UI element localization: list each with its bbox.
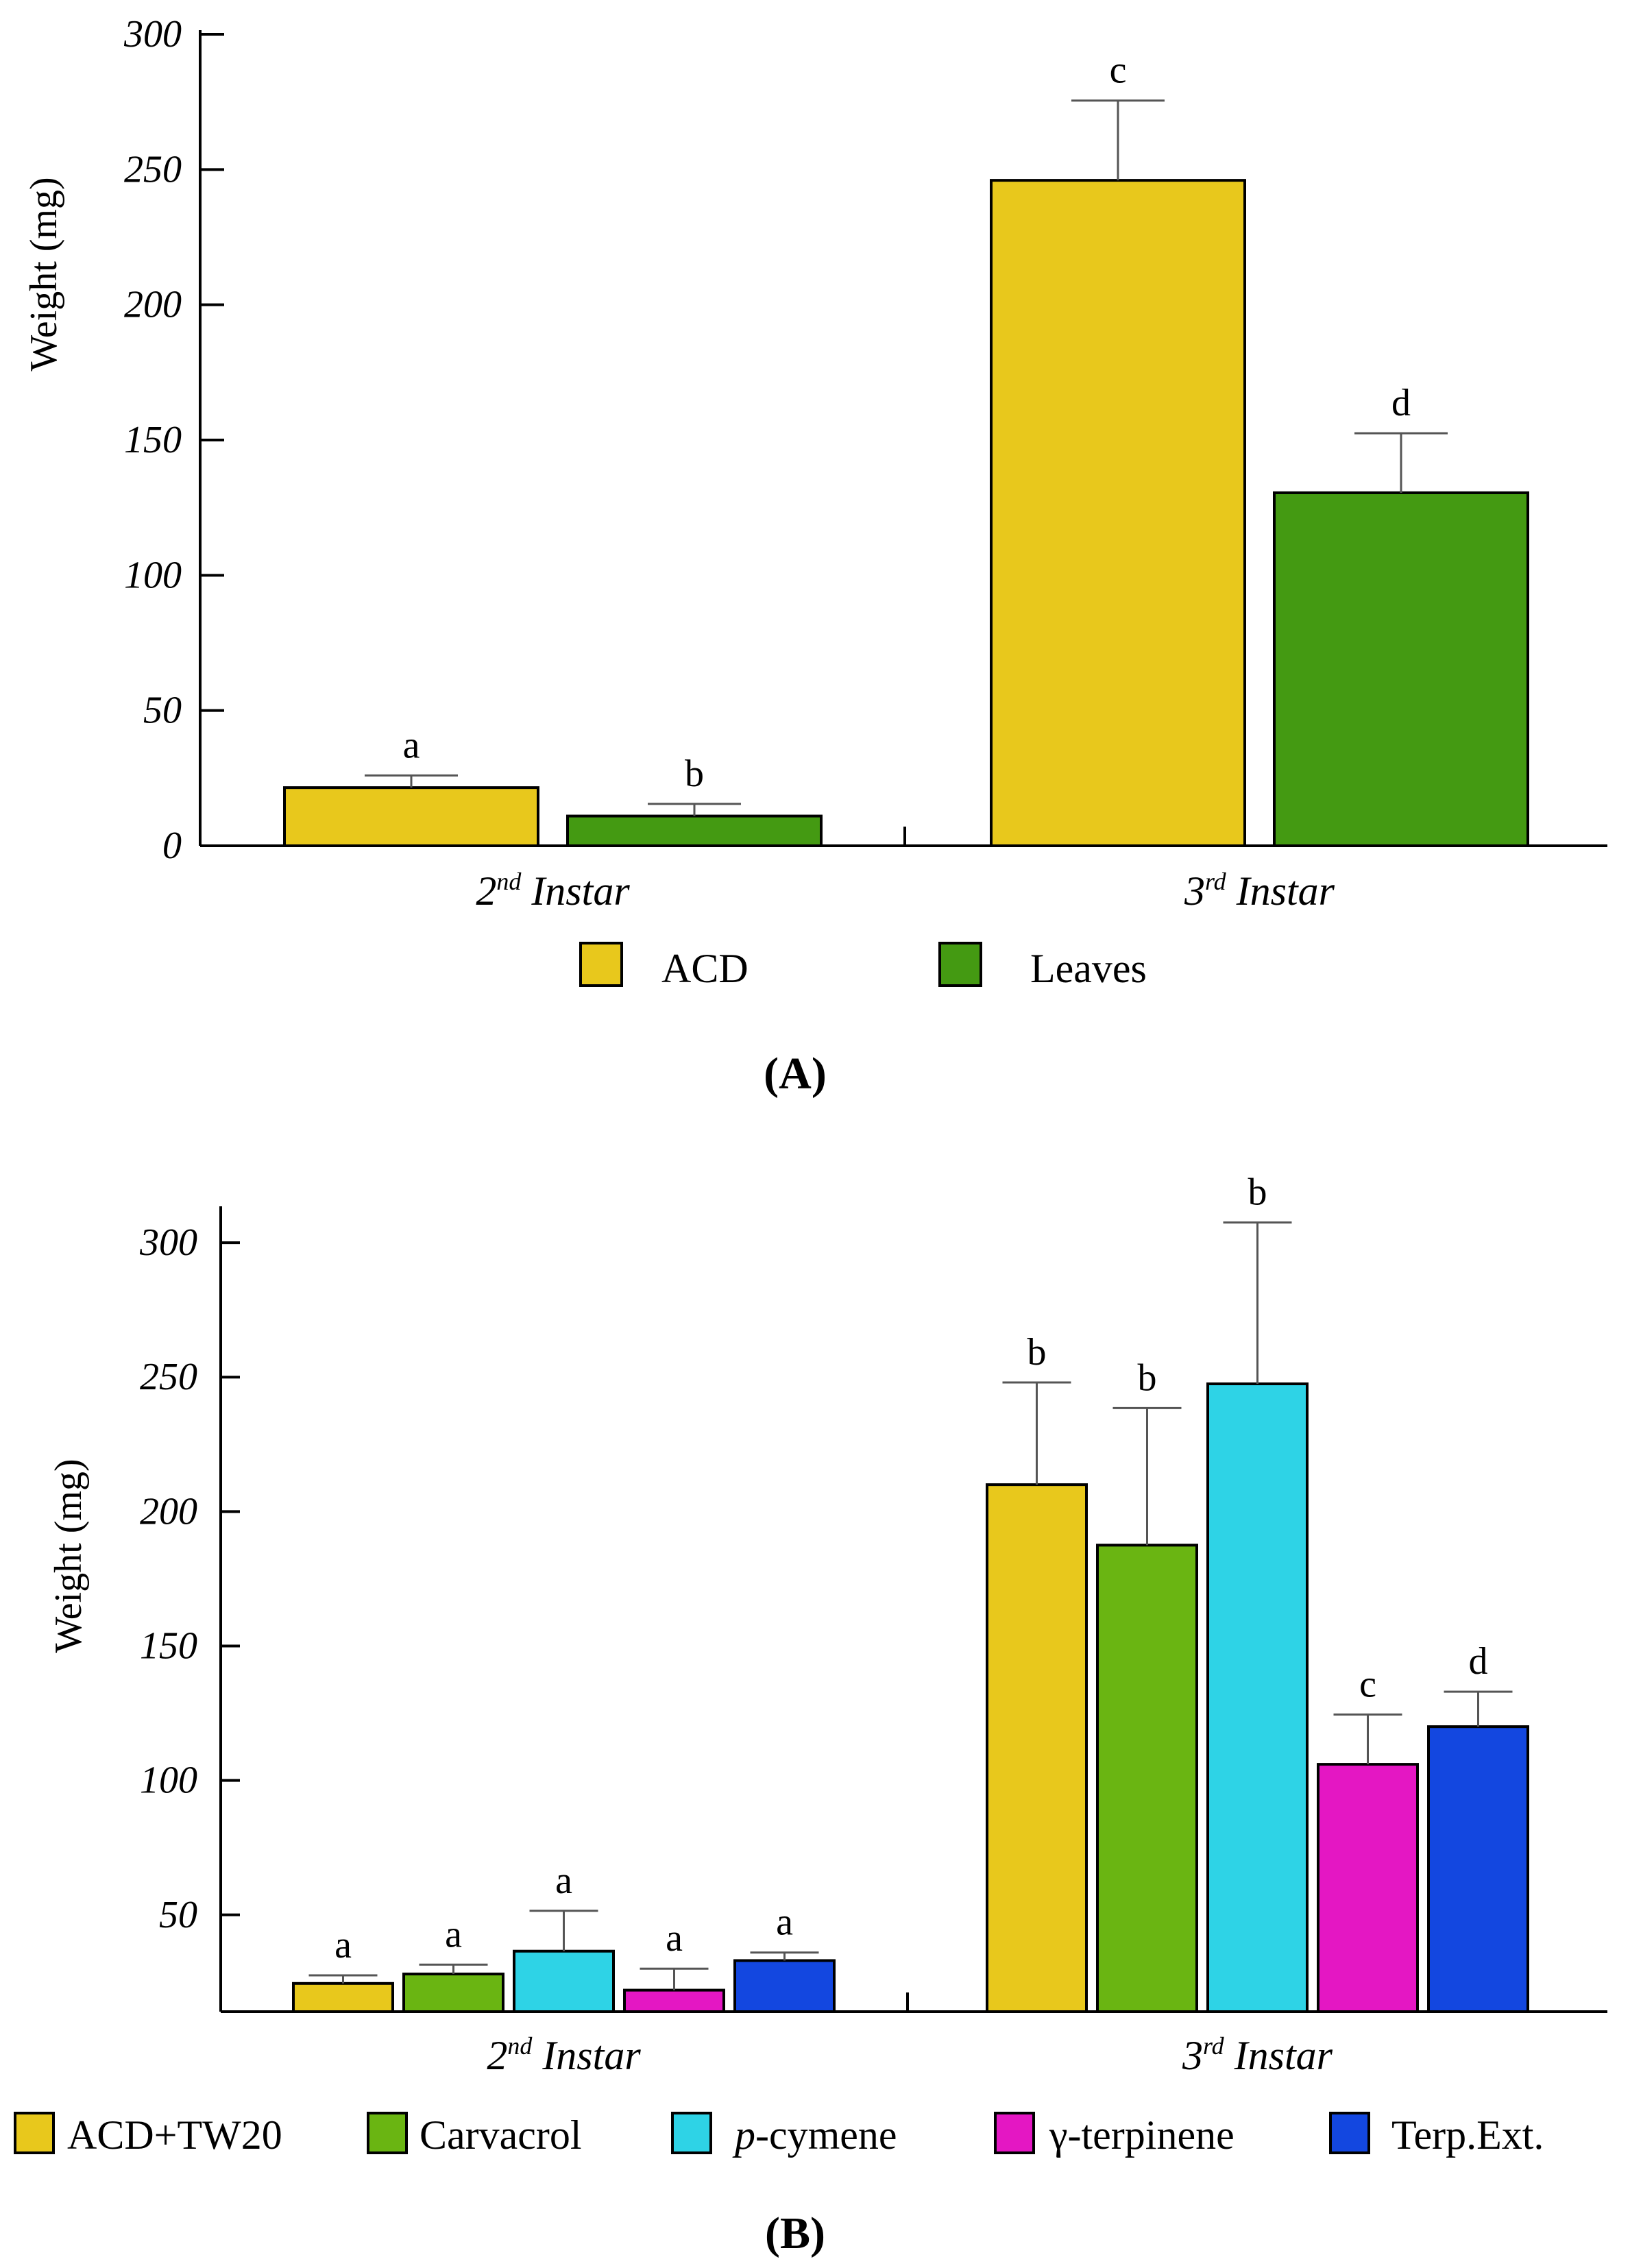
bar: [283, 786, 539, 847]
category-suffix: rd: [1203, 2032, 1225, 2060]
category-label: 3rd Instar: [1182, 2032, 1333, 2078]
significance-letter: c: [1359, 1663, 1376, 1706]
legend-label-name: γ-terpinene: [1049, 2112, 1234, 2158]
bar: [402, 1973, 504, 2014]
legend-swatch: [367, 2112, 408, 2154]
category-label: 2nd Instar: [487, 2032, 641, 2078]
legend-label: γ-terpinene: [1049, 2112, 1234, 2158]
bar: [1427, 1725, 1529, 2013]
legend-label: Carvacrol: [419, 2112, 582, 2158]
legend-label-name: -cymene: [755, 2112, 897, 2158]
category-text: Instar: [1224, 2033, 1333, 2078]
bar: [1096, 1544, 1198, 2013]
panel-label: (A): [764, 1049, 827, 1099]
bar: [733, 1959, 836, 2014]
category-label: 2nd Instar: [476, 868, 630, 914]
category-suffix: rd: [1205, 868, 1227, 895]
category-suffix: nd: [496, 868, 522, 895]
panel-paren-close: ): [812, 1049, 827, 1099]
legend-swatch: [1329, 2112, 1370, 2154]
bar: [990, 179, 1246, 847]
y-axis-label: Weight (mg): [47, 1459, 90, 1653]
panel-paren-close: ): [810, 2208, 825, 2258]
category-ordinal: 3: [1182, 2033, 1203, 2078]
panel-letter: A: [779, 1049, 812, 1099]
significance-letter: a: [334, 1924, 352, 1966]
significance-letter: b: [1138, 1356, 1157, 1399]
category-ordinal: 3: [1184, 868, 1205, 914]
panel-letter: B: [780, 2208, 810, 2258]
y-tick-label: 150: [124, 419, 182, 461]
y-tick-label: 50: [143, 690, 182, 732]
y-tick-label: 50: [159, 1894, 197, 1936]
bar: [1317, 1763, 1419, 2013]
legend-label-name: Leaves: [1030, 946, 1147, 991]
y-tick-label: 100: [140, 1759, 197, 1802]
bar: [1273, 491, 1529, 847]
y-tick-label: 0: [162, 825, 182, 867]
y-tick-label: 300: [123, 13, 182, 56]
significance-letter: a: [403, 724, 420, 766]
legend-swatch: [671, 2112, 712, 2154]
legend-label-name: Terp.Ext.: [1391, 2112, 1544, 2158]
legend-label: ACD+TW20: [67, 2112, 282, 2158]
legend-label: ACD: [661, 946, 749, 991]
y-tick-label: 200: [124, 284, 182, 326]
bar: [566, 814, 823, 848]
bar: [513, 1949, 615, 2013]
category-ordinal: 2: [476, 868, 496, 914]
significance-letter: a: [445, 1913, 462, 1955]
legend-label-prefix: p: [732, 2112, 755, 2158]
panel-paren-open: (: [764, 1049, 779, 1099]
category-ordinal: 2: [487, 2033, 507, 2078]
significance-letter: a: [666, 1917, 683, 1960]
legend-label-name: Carvacrol: [419, 2112, 582, 2158]
y-axis-label: Weight (mg): [23, 177, 65, 371]
y-tick-label: 250: [124, 148, 182, 191]
legend-swatch: [938, 942, 982, 987]
legend-label: p-cymene: [732, 2112, 897, 2158]
category-text: Instar: [521, 868, 630, 914]
legend-label-name: ACD+TW20: [67, 2112, 282, 2158]
category-text: Instar: [532, 2033, 641, 2078]
significance-letter: b: [1027, 1331, 1047, 1374]
bar: [292, 1982, 394, 2013]
legend-swatch: [14, 2112, 55, 2154]
significance-letter: b: [1248, 1171, 1267, 1214]
category-suffix: nd: [507, 2032, 533, 2060]
category-label: 3rd Instar: [1184, 868, 1335, 914]
significance-letter: c: [1110, 49, 1127, 92]
legend-label: Terp.Ext.: [1391, 2112, 1544, 2158]
bar: [1206, 1382, 1309, 2014]
legend-label-name: ACD: [661, 946, 749, 991]
y-tick-label: 300: [139, 1221, 197, 1264]
legend-swatch: [994, 2112, 1035, 2154]
y-tick-label: 100: [124, 554, 182, 596]
panel-a: 0 50 100 150 200 250 300 Weight (mg) a b 2nd Insta…: [23, 13, 1607, 1099]
significance-letter: b: [685, 753, 704, 795]
panel-b: 50 100 150 200 250 300 Weight (mg) a a a a a 2nd Ins…: [14, 1171, 1607, 2258]
category-text: Instar: [1226, 868, 1335, 914]
legend-label: Leaves: [1030, 946, 1147, 991]
y-tick-label: 250: [140, 1356, 197, 1398]
bar: [986, 1483, 1088, 2013]
significance-letter: a: [776, 1901, 793, 1944]
legend-swatch: [579, 942, 623, 987]
panel-paren-open: (: [765, 2208, 780, 2258]
y-tick-label: 150: [140, 1624, 197, 1667]
significance-letter: a: [555, 1859, 572, 1902]
y-tick-label: 200: [140, 1490, 197, 1533]
significance-letter: d: [1469, 1640, 1488, 1683]
panel-label: (B): [765, 2208, 825, 2258]
bar: [623, 1988, 725, 2013]
significance-letter: d: [1391, 382, 1411, 424]
